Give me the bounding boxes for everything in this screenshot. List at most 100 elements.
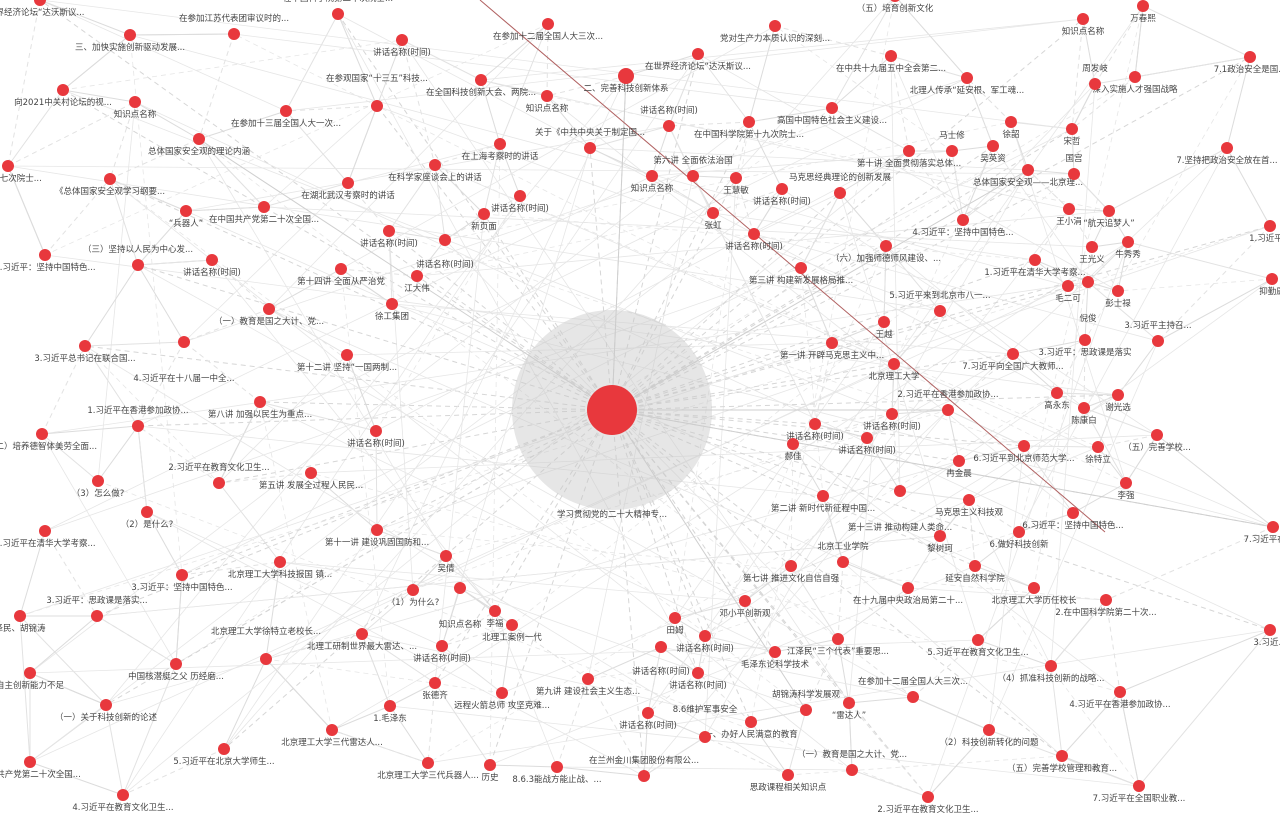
node-dot[interactable] — [141, 506, 153, 518]
node-dot[interactable] — [1152, 335, 1164, 347]
node-dot[interactable] — [1007, 348, 1019, 360]
node-dot[interactable] — [514, 190, 526, 202]
node-dot[interactable] — [582, 673, 594, 685]
node-dot[interactable] — [730, 172, 742, 184]
node-dot[interactable] — [506, 619, 518, 631]
node-dot[interactable] — [228, 28, 240, 40]
node-dot[interactable] — [957, 214, 969, 226]
node-dot[interactable] — [370, 425, 382, 437]
node-dot[interactable] — [386, 298, 398, 310]
node-dot[interactable] — [1028, 582, 1040, 594]
node-dot[interactable] — [206, 254, 218, 266]
node-dot[interactable] — [280, 105, 292, 117]
node-dot[interactable] — [894, 485, 906, 497]
node-dot[interactable] — [907, 691, 919, 703]
node-dot[interactable] — [24, 756, 36, 768]
node-dot[interactable] — [384, 700, 396, 712]
node-dot[interactable] — [748, 228, 760, 240]
node-dot[interactable] — [1063, 203, 1075, 215]
node-dot[interactable] — [258, 201, 270, 213]
node-dot[interactable] — [218, 743, 230, 755]
node-dot[interactable] — [332, 8, 344, 20]
node-dot[interactable] — [1077, 13, 1089, 25]
node-dot[interactable] — [383, 225, 395, 237]
node-dot[interactable] — [1062, 280, 1074, 292]
node-dot[interactable] — [692, 667, 704, 679]
node-dot[interactable] — [1267, 521, 1279, 533]
node-dot[interactable] — [1022, 164, 1034, 176]
node-dot[interactable] — [1056, 750, 1068, 762]
node-dot[interactable] — [834, 187, 846, 199]
node-dot[interactable] — [1112, 389, 1124, 401]
node-dot[interactable] — [411, 270, 423, 282]
node-dot[interactable] — [1013, 526, 1025, 538]
node-dot[interactable] — [1092, 441, 1104, 453]
node-dot[interactable] — [341, 349, 353, 361]
node-dot[interactable] — [776, 183, 788, 195]
node-dot[interactable] — [785, 560, 797, 572]
node-dot[interactable] — [478, 208, 490, 220]
node-dot[interactable] — [1029, 254, 1041, 266]
node-dot[interactable] — [439, 234, 451, 246]
node-dot[interactable] — [972, 634, 984, 646]
node-dot[interactable] — [1086, 241, 1098, 253]
node-dot[interactable] — [176, 569, 188, 581]
node-dot[interactable] — [254, 396, 266, 408]
node-dot[interactable] — [396, 34, 408, 46]
node-dot[interactable] — [826, 337, 838, 349]
node-dot[interactable] — [57, 84, 69, 96]
node-dot[interactable] — [1051, 387, 1063, 399]
node-dot[interactable] — [669, 612, 681, 624]
node-dot[interactable] — [429, 677, 441, 689]
node-dot[interactable] — [1120, 477, 1132, 489]
node-dot[interactable] — [795, 262, 807, 274]
node-dot[interactable] — [692, 48, 704, 60]
node-dot[interactable] — [39, 525, 51, 537]
node-dot[interactable] — [707, 207, 719, 219]
node-dot[interactable] — [880, 240, 892, 252]
node-dot[interactable] — [1078, 402, 1090, 414]
node-dot[interactable] — [422, 757, 434, 769]
node-dot[interactable] — [832, 633, 844, 645]
node-dot[interactable] — [1133, 780, 1145, 792]
node-dot[interactable] — [800, 704, 812, 716]
node-dot[interactable] — [1114, 686, 1126, 698]
node-dot[interactable] — [494, 138, 506, 150]
node-dot[interactable] — [1045, 660, 1057, 672]
node-dot[interactable] — [1066, 123, 1078, 135]
node-dot[interactable] — [305, 467, 317, 479]
node-dot[interactable] — [946, 145, 958, 157]
node-dot[interactable] — [1221, 142, 1233, 154]
node-dot[interactable] — [14, 610, 26, 622]
node-dot[interactable] — [356, 628, 368, 640]
node-dot[interactable] — [193, 133, 205, 145]
node-dot[interactable] — [24, 667, 36, 679]
node-dot[interactable] — [584, 142, 596, 154]
node-dot[interactable] — [1112, 285, 1124, 297]
node-dot[interactable] — [371, 100, 383, 112]
node-dot[interactable] — [843, 697, 855, 709]
node-dot[interactable] — [342, 177, 354, 189]
node-dot[interactable] — [100, 699, 112, 711]
node-dot[interactable] — [429, 159, 441, 171]
node-dot[interactable] — [1122, 236, 1134, 248]
node-dot[interactable] — [91, 610, 103, 622]
node-dot[interactable] — [1082, 276, 1094, 288]
node-dot[interactable] — [983, 724, 995, 736]
node-dot[interactable] — [551, 761, 563, 773]
node-dot[interactable] — [699, 731, 711, 743]
node-dot[interactable] — [104, 173, 116, 185]
node-dot[interactable] — [117, 789, 129, 801]
node-dot[interactable] — [129, 96, 141, 108]
node-dot[interactable] — [1137, 0, 1149, 12]
node-dot[interactable] — [787, 438, 799, 450]
node-dot[interactable] — [1244, 51, 1256, 63]
node-dot[interactable] — [638, 770, 650, 782]
node-dot[interactable] — [655, 641, 667, 653]
node-dot[interactable] — [817, 490, 829, 502]
node-dot[interactable] — [663, 120, 675, 132]
node-dot[interactable] — [79, 340, 91, 352]
node-dot[interactable] — [969, 560, 981, 572]
node-dot[interactable] — [1151, 429, 1163, 441]
